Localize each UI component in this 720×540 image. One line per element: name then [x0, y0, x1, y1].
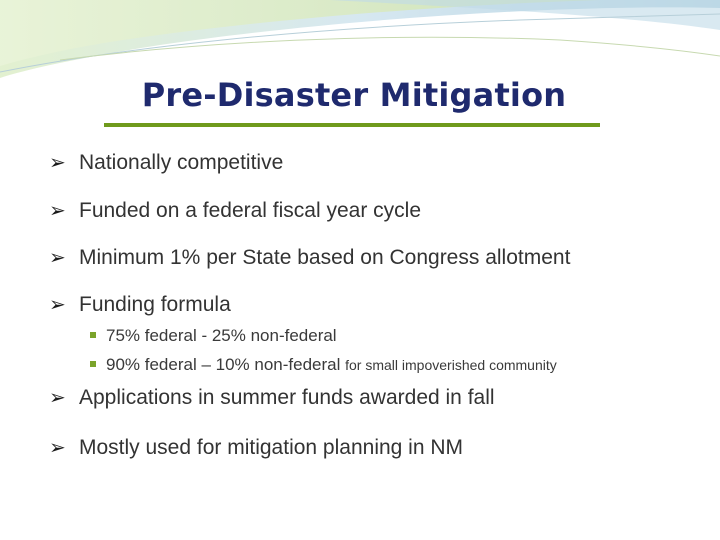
- arrow-bullet-icon: ➢: [49, 437, 66, 459]
- sub-bullet-text: 90% federal – 10% non-federal: [106, 355, 341, 374]
- title-underline: [104, 123, 600, 127]
- bullet-text: Applications in summer funds awarded in …: [79, 386, 495, 409]
- bullet-item: ➢ Funded on a federal fiscal year cycle: [49, 198, 421, 224]
- bullet-item: ➢ Applications in summer funds awarded in…: [49, 385, 495, 411]
- sub-bullet-note: for small impoverished community: [345, 357, 557, 373]
- bullet-item: ➢ Minimum 1% per State based on Congress …: [49, 245, 570, 271]
- bullet-text: Mostly used for mitigation planning in N…: [79, 436, 464, 459]
- bullet-text: Funded on a federal fiscal year cycle: [79, 199, 422, 222]
- bullet-item: ➢ Mostly used for mitigation planning in …: [49, 435, 463, 461]
- bullet-text: Nationally competitive: [79, 151, 284, 174]
- sub-bullet-text: 75% federal - 25% non-federal: [106, 326, 337, 345]
- square-bullet-icon: [90, 360, 96, 367]
- slide-title: Pre-Disaster Mitigation: [141, 76, 567, 114]
- sub-bullet-item: 90% federal – 10% non-federal for small …: [90, 354, 557, 376]
- sub-bullet-item: 75% federal - 25% non-federal: [90, 325, 337, 347]
- arrow-bullet-icon: ➢: [49, 294, 66, 316]
- header-swoosh-decoration: [0, 0, 720, 78]
- arrow-bullet-icon: ➢: [49, 247, 66, 269]
- bullet-item: ➢ Nationally competitive: [49, 150, 283, 176]
- arrow-bullet-icon: ➢: [49, 387, 66, 409]
- arrow-bullet-icon: ➢: [49, 200, 66, 222]
- bullet-text: Minimum 1% per State based on Congress a…: [79, 246, 571, 269]
- square-bullet-icon: [90, 331, 96, 338]
- bullet-text: Funding formula: [79, 293, 231, 316]
- bullet-item: ➢ Funding formula: [49, 292, 231, 318]
- arrow-bullet-icon: ➢: [49, 152, 66, 174]
